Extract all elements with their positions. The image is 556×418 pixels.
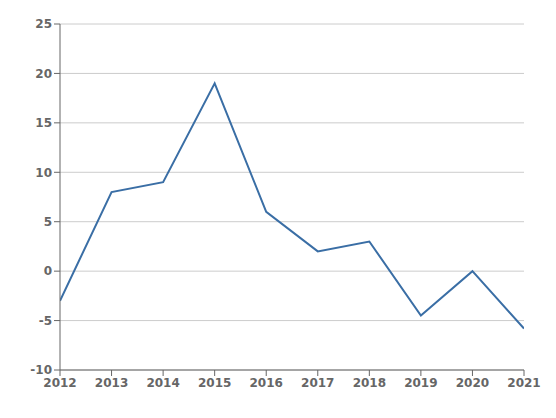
svg-text:-5: -5 (39, 314, 52, 328)
svg-text:2020: 2020 (456, 376, 489, 390)
svg-text:25: 25 (35, 17, 52, 31)
svg-text:15: 15 (35, 116, 52, 130)
svg-text:2018: 2018 (353, 376, 386, 390)
svg-text:2016: 2016 (250, 376, 283, 390)
svg-text:-10: -10 (30, 363, 52, 377)
svg-text:2014: 2014 (146, 376, 179, 390)
svg-text:2017: 2017 (301, 376, 334, 390)
svg-text:2019: 2019 (404, 376, 437, 390)
svg-text:10: 10 (35, 166, 52, 180)
svg-text:0: 0 (44, 264, 52, 278)
svg-text:20: 20 (35, 67, 52, 81)
svg-text:2015: 2015 (198, 376, 231, 390)
svg-text:2013: 2013 (95, 376, 128, 390)
svg-text:2012: 2012 (43, 376, 76, 390)
svg-text:2021: 2021 (507, 376, 540, 390)
svg-text:5: 5 (44, 215, 52, 229)
